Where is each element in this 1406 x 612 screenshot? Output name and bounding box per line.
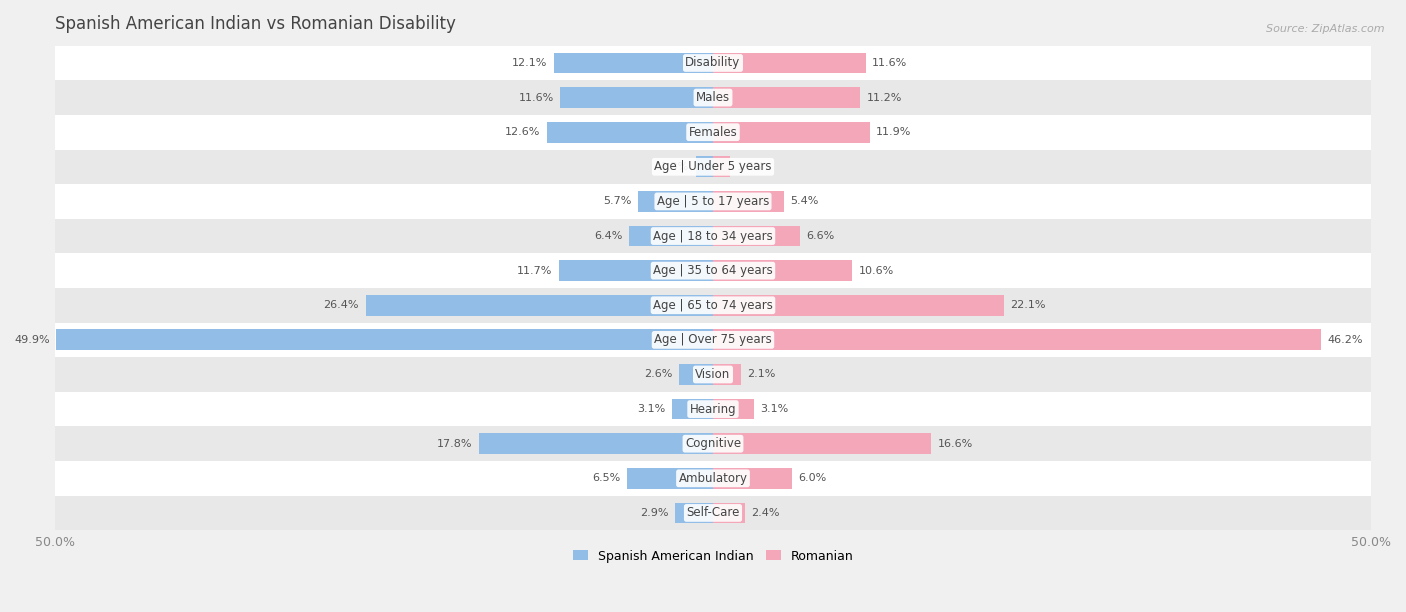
- Bar: [713, 260, 852, 281]
- Bar: [55, 184, 1371, 218]
- Text: 11.6%: 11.6%: [872, 58, 907, 68]
- Text: Cognitive: Cognitive: [685, 437, 741, 450]
- Bar: [638, 191, 713, 212]
- Bar: [713, 122, 869, 143]
- Bar: [55, 115, 1371, 149]
- Text: Age | Over 75 years: Age | Over 75 years: [654, 334, 772, 346]
- Text: 6.6%: 6.6%: [807, 231, 835, 241]
- Bar: [366, 295, 713, 316]
- Bar: [713, 53, 866, 73]
- Text: 6.5%: 6.5%: [592, 473, 621, 483]
- Text: 22.1%: 22.1%: [1011, 300, 1046, 310]
- Bar: [554, 53, 713, 73]
- Text: 26.4%: 26.4%: [323, 300, 359, 310]
- Text: Vision: Vision: [696, 368, 731, 381]
- Text: 3.1%: 3.1%: [761, 404, 789, 414]
- Text: 11.7%: 11.7%: [517, 266, 553, 275]
- Bar: [55, 496, 1371, 530]
- Text: 1.3%: 1.3%: [661, 162, 689, 172]
- Text: 2.9%: 2.9%: [640, 508, 668, 518]
- Text: Source: ZipAtlas.com: Source: ZipAtlas.com: [1267, 24, 1385, 34]
- Text: Females: Females: [689, 125, 737, 139]
- Bar: [55, 323, 1371, 357]
- Bar: [55, 461, 1371, 496]
- Bar: [713, 157, 730, 177]
- Text: 12.1%: 12.1%: [512, 58, 547, 68]
- Bar: [713, 226, 800, 247]
- Text: 3.1%: 3.1%: [637, 404, 665, 414]
- Bar: [55, 392, 1371, 427]
- Text: Age | 65 to 74 years: Age | 65 to 74 years: [652, 299, 773, 312]
- Bar: [713, 433, 931, 454]
- Bar: [627, 468, 713, 489]
- Text: Hearing: Hearing: [690, 403, 737, 416]
- Text: 17.8%: 17.8%: [437, 439, 472, 449]
- Bar: [55, 357, 1371, 392]
- Bar: [478, 433, 713, 454]
- Text: 2.4%: 2.4%: [751, 508, 780, 518]
- Text: 6.4%: 6.4%: [593, 231, 623, 241]
- Text: 10.6%: 10.6%: [859, 266, 894, 275]
- Text: Spanish American Indian vs Romanian Disability: Spanish American Indian vs Romanian Disa…: [55, 15, 456, 33]
- Text: 49.9%: 49.9%: [14, 335, 49, 345]
- Bar: [713, 398, 754, 419]
- Text: 11.2%: 11.2%: [868, 92, 903, 103]
- Bar: [713, 191, 785, 212]
- Text: 2.1%: 2.1%: [747, 370, 776, 379]
- Text: 5.4%: 5.4%: [790, 196, 820, 206]
- Bar: [56, 329, 713, 350]
- Text: Males: Males: [696, 91, 730, 104]
- Text: 1.3%: 1.3%: [737, 162, 765, 172]
- Bar: [55, 427, 1371, 461]
- Text: 2.6%: 2.6%: [644, 370, 672, 379]
- Bar: [55, 149, 1371, 184]
- Bar: [713, 329, 1322, 350]
- Text: Age | 5 to 17 years: Age | 5 to 17 years: [657, 195, 769, 208]
- Bar: [672, 398, 713, 419]
- Text: 6.0%: 6.0%: [799, 473, 827, 483]
- Bar: [55, 46, 1371, 80]
- Bar: [675, 502, 713, 523]
- Bar: [560, 260, 713, 281]
- Text: Disability: Disability: [685, 56, 741, 70]
- Bar: [628, 226, 713, 247]
- Text: Age | 18 to 34 years: Age | 18 to 34 years: [654, 230, 773, 242]
- Text: 12.6%: 12.6%: [505, 127, 540, 137]
- Bar: [713, 87, 860, 108]
- Text: 46.2%: 46.2%: [1327, 335, 1362, 345]
- Bar: [547, 122, 713, 143]
- Bar: [679, 364, 713, 385]
- Legend: Spanish American Indian, Romanian: Spanish American Indian, Romanian: [568, 545, 859, 567]
- Bar: [561, 87, 713, 108]
- Bar: [696, 157, 713, 177]
- Text: 11.6%: 11.6%: [519, 92, 554, 103]
- Text: Self-Care: Self-Care: [686, 507, 740, 520]
- Text: 5.7%: 5.7%: [603, 196, 631, 206]
- Text: Age | Under 5 years: Age | Under 5 years: [654, 160, 772, 173]
- Bar: [713, 468, 792, 489]
- Bar: [713, 364, 741, 385]
- Text: Ambulatory: Ambulatory: [679, 472, 748, 485]
- Bar: [55, 80, 1371, 115]
- Bar: [713, 295, 1004, 316]
- Text: 11.9%: 11.9%: [876, 127, 911, 137]
- Text: 16.6%: 16.6%: [938, 439, 973, 449]
- Bar: [55, 288, 1371, 323]
- Text: Age | 35 to 64 years: Age | 35 to 64 years: [654, 264, 773, 277]
- Bar: [55, 253, 1371, 288]
- Bar: [55, 218, 1371, 253]
- Bar: [713, 502, 745, 523]
